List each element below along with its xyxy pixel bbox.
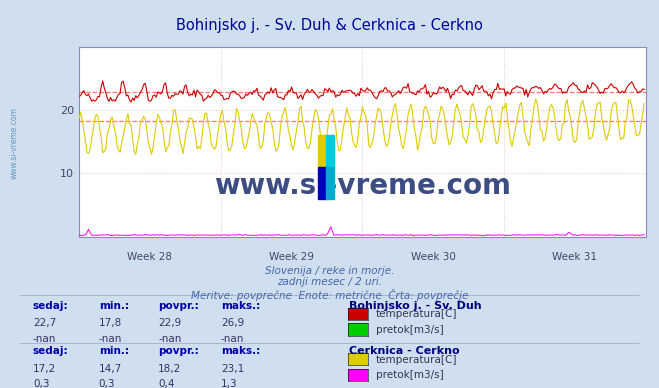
Text: Week 30: Week 30 [411,252,456,262]
Text: zadnji mesec / 2 uri.: zadnji mesec / 2 uri. [277,277,382,288]
Bar [318,167,326,199]
Text: -nan: -nan [158,334,181,344]
Text: -nan: -nan [33,334,56,344]
Text: 14,7: 14,7 [99,364,122,374]
Text: Meritve: povprečne  Enote: metrične  Črta: povprečje: Meritve: povprečne Enote: metrične Črta:… [191,289,468,301]
Text: Bohinjsko j. - Sv. Duh: Bohinjsko j. - Sv. Duh [349,301,482,311]
Text: maks.:: maks.: [221,346,260,356]
Text: 0,3: 0,3 [33,379,49,388]
Text: -nan: -nan [221,334,244,344]
Text: pretok[m3/s]: pretok[m3/s] [376,370,444,380]
Text: 23,1: 23,1 [221,364,244,374]
Text: min.:: min.: [99,346,129,356]
Text: sedaj:: sedaj: [33,346,69,356]
Text: 1,3: 1,3 [221,379,237,388]
Text: Week 29: Week 29 [269,252,314,262]
Text: temperatura[C]: temperatura[C] [376,355,457,365]
Text: www.si-vreme.com: www.si-vreme.com [214,172,511,200]
Text: Slovenija / reke in morje.: Slovenija / reke in morje. [265,266,394,276]
Text: 18,2: 18,2 [158,364,181,374]
Text: 26,9: 26,9 [221,318,244,328]
Text: www.si-vreme.com: www.si-vreme.com [10,107,19,180]
Text: maks.:: maks.: [221,301,260,311]
Text: 22,9: 22,9 [158,318,181,328]
Text: povpr.:: povpr.: [158,346,199,356]
Text: Cerknica - Cerkno: Cerknica - Cerkno [349,346,460,356]
Text: temperatura[C]: temperatura[C] [376,309,457,319]
Text: 22,7: 22,7 [33,318,56,328]
Text: 17,8: 17,8 [99,318,122,328]
Text: -nan: -nan [99,334,122,344]
Text: povpr.:: povpr.: [158,301,199,311]
Text: Week 28: Week 28 [127,252,173,262]
Text: 0,3: 0,3 [99,379,115,388]
Bar [326,167,334,199]
Text: 0,4: 0,4 [158,379,175,388]
Bar [326,135,334,167]
Text: 17,2: 17,2 [33,364,56,374]
Text: Bohinjsko j. - Sv. Duh & Cerknica - Cerkno: Bohinjsko j. - Sv. Duh & Cerknica - Cerk… [176,18,483,33]
Text: sedaj:: sedaj: [33,301,69,311]
Text: pretok[m3/s]: pretok[m3/s] [376,325,444,335]
Text: Week 31: Week 31 [552,252,598,262]
Text: min.:: min.: [99,301,129,311]
Bar [318,135,326,167]
